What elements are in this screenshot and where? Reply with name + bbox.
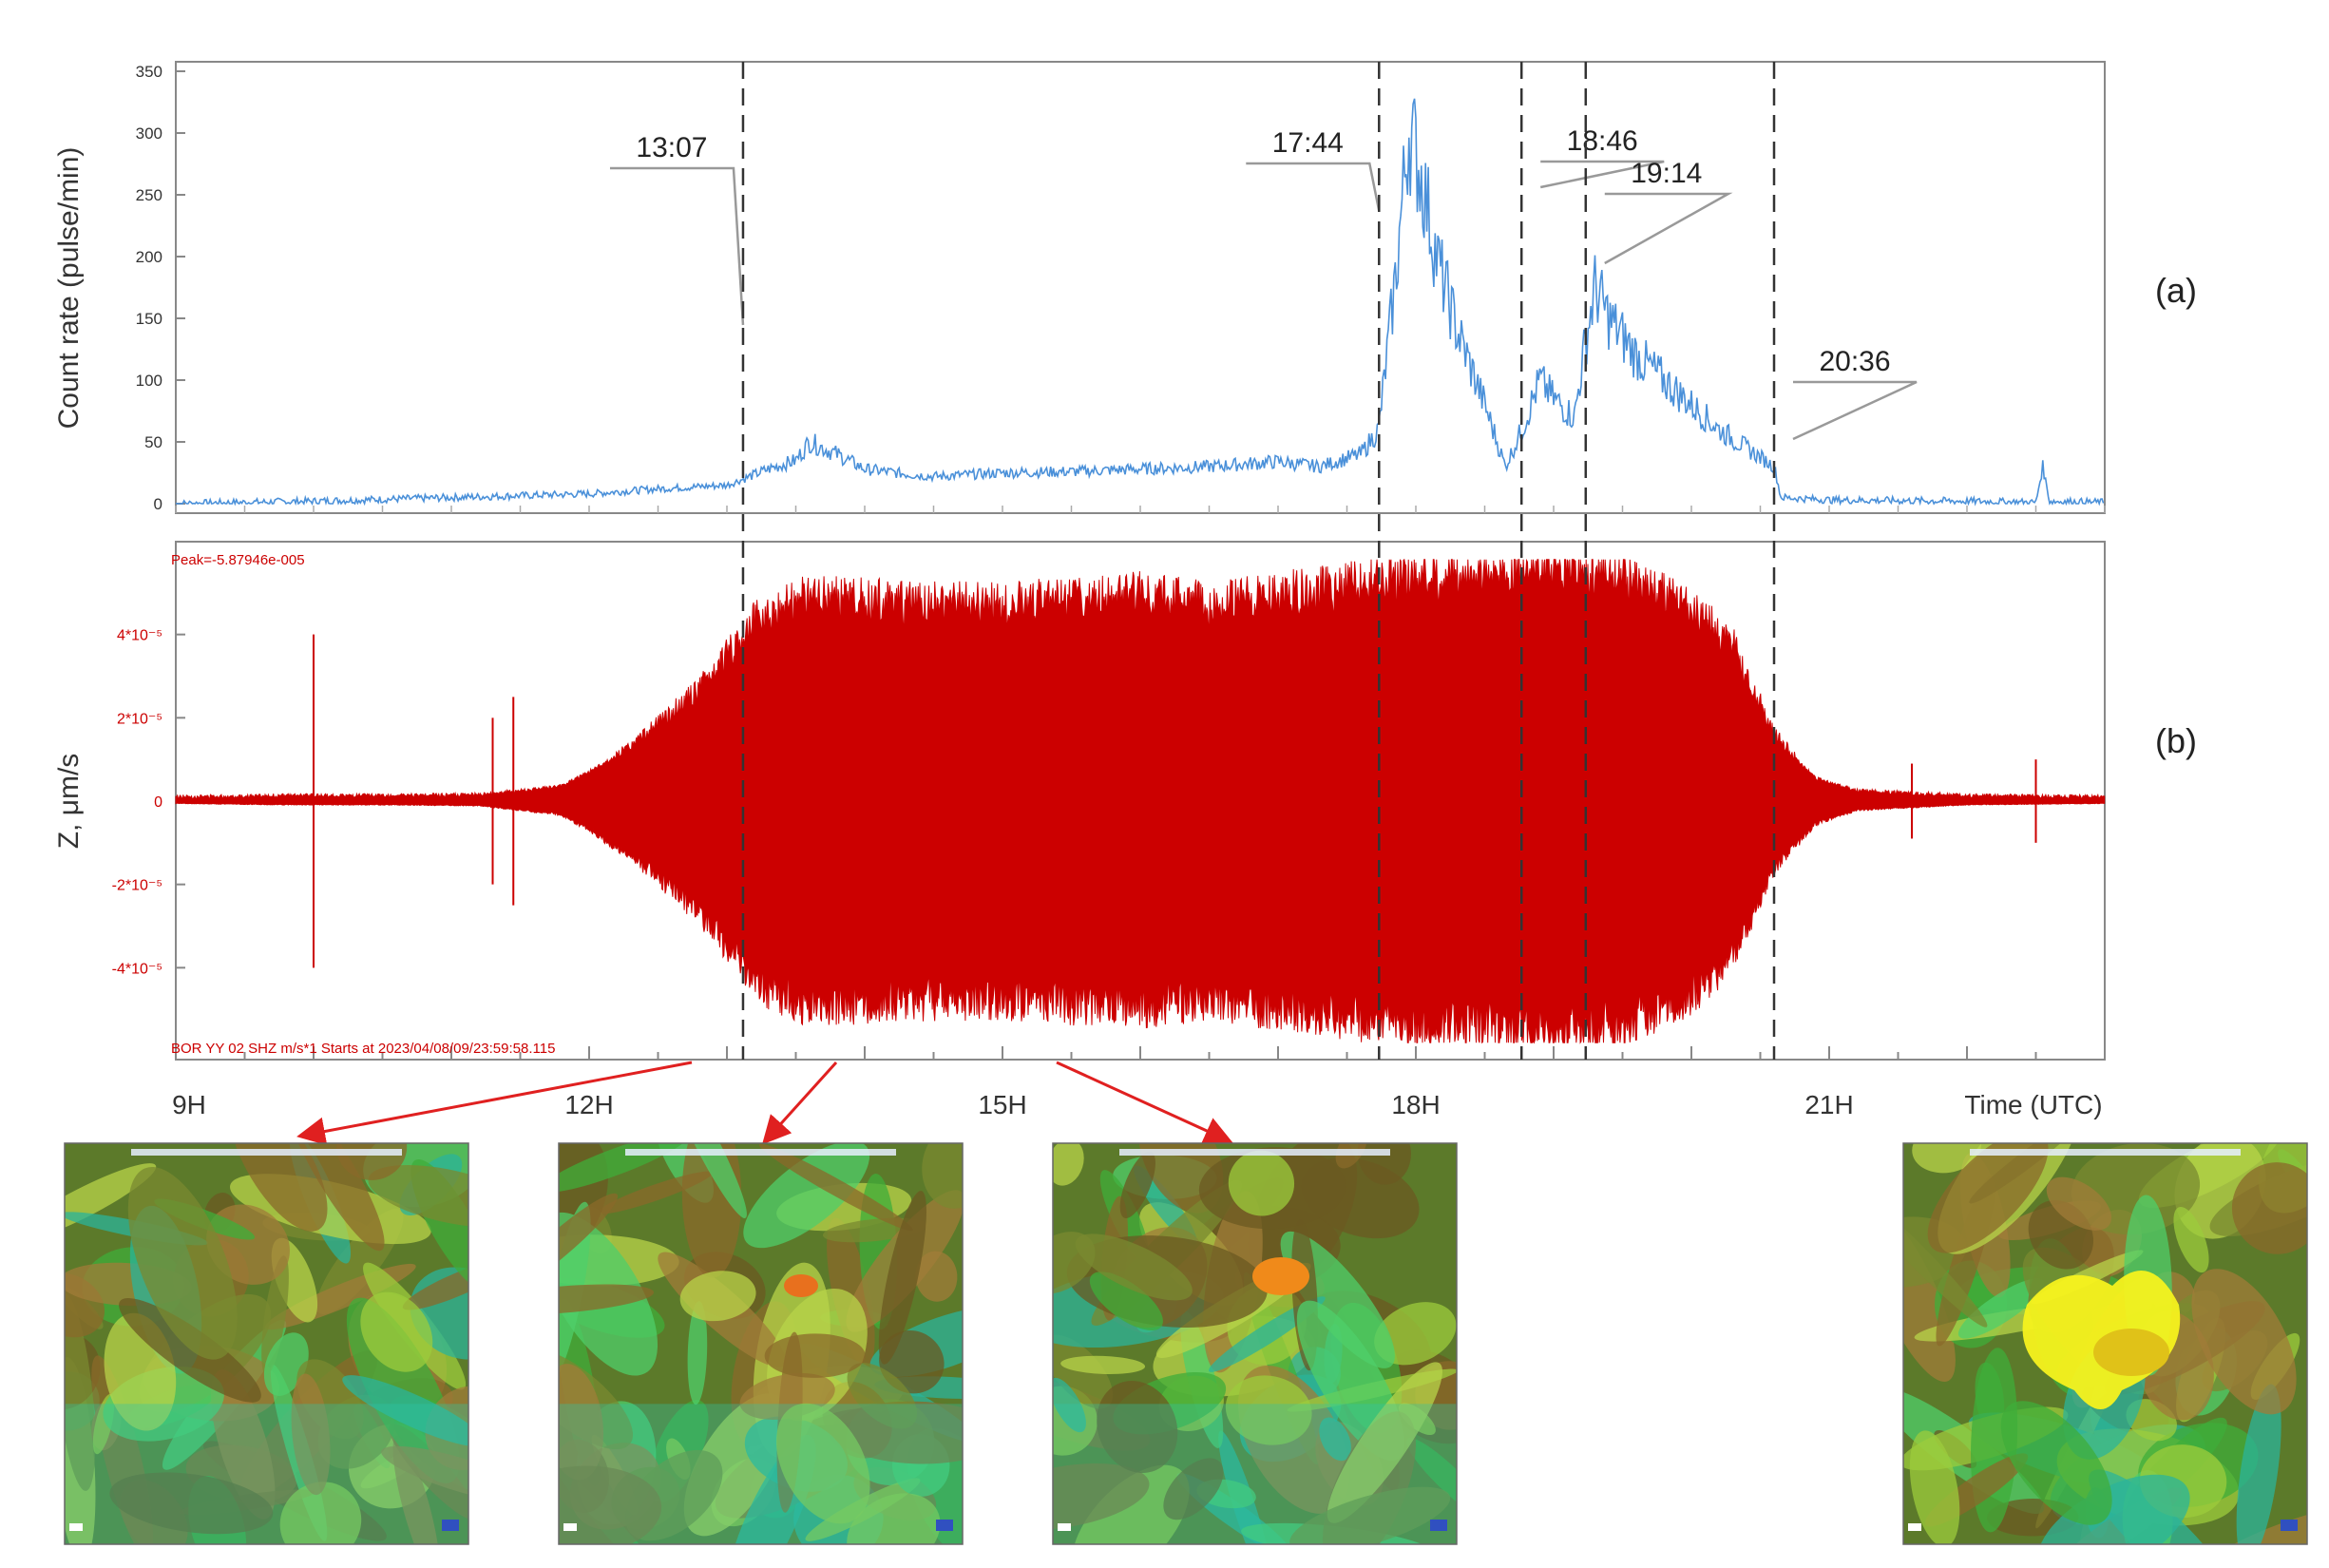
panel-b-xlabel: Time (UTC): [1964, 1090, 2102, 1119]
count-rate-series: [175, 98, 2105, 507]
panel-a-ytick-label: 100: [136, 372, 162, 390]
annotation-label: 18:46: [1567, 125, 1638, 157]
panel-b-label: (b): [2155, 721, 2197, 760]
annotation-1307: 13:07: [609, 132, 745, 326]
annotation-2036: 20:36: [1792, 346, 1918, 441]
panel-a-frame: [175, 61, 2106, 514]
panel-a-ytick-label: 250: [136, 186, 162, 204]
thumbnail-arrows: [296, 1061, 1233, 1146]
event-lines: [741, 62, 1776, 1060]
arrow-2: [761, 1061, 838, 1145]
panel-b-ytick-label: -4*10⁻⁵: [112, 961, 162, 977]
annotation-label: 13:07: [636, 132, 707, 163]
panel-b-ytick-label: 2*10⁻⁵: [117, 711, 162, 727]
annotation-leader: [1792, 380, 1918, 441]
panel-a-ytick-label: 150: [136, 310, 162, 328]
panel-b-ytick-label: 0: [154, 794, 162, 811]
panel-b-bottom-text: BOR YY 02 SHZ m/s*1 Starts at 2023/04/08…: [171, 1041, 555, 1057]
annotation-1744: 17:44: [1246, 127, 1381, 212]
satellite-thumbnail-4: [1902, 1142, 2308, 1545]
panel-b-ytick-label: -2*10⁻⁵: [112, 878, 162, 894]
arrow-1: [296, 1061, 693, 1146]
satellite-thumbnail-1: [64, 1142, 469, 1545]
panel-a-ytick-label: 50: [144, 433, 162, 451]
panel-b-seismogram: -4*10⁻⁵ -2*10⁻⁵ 0 2*10⁻⁵ 4*10⁻⁵ 9H 12H 15H 18H 2…: [53, 541, 2197, 1119]
arrow-3: [1056, 1061, 1233, 1144]
annotation-leader: [1539, 160, 1665, 189]
panel-b-ytick-label: 4*10⁻⁵: [117, 628, 162, 644]
annotation-leader: [609, 166, 745, 326]
satellite-thumbnail-2: [558, 1142, 964, 1545]
annotation-label: 17:44: [1272, 127, 1344, 159]
panel-a-ytick-label: 200: [136, 248, 162, 266]
panel-a-ytick-label: 0: [154, 495, 162, 513]
satellite-thumbnail-3: [1052, 1142, 1458, 1545]
panel-a-label: (a): [2155, 271, 2197, 310]
panel-b-xtick-label: 21H: [1804, 1090, 1853, 1119]
annotation-leader: [1604, 192, 1733, 265]
annotation-label: 19:14: [1631, 158, 1702, 189]
panel-b-xtick-label: 15H: [978, 1090, 1026, 1119]
panel-b-xtick-label: 9H: [172, 1090, 206, 1119]
panel-b-xtick-label: 18H: [1391, 1090, 1440, 1119]
panel-a-ytick-label: 350: [136, 63, 162, 81]
annotation-label: 20:36: [1819, 346, 1890, 377]
annotation-1914: 19:14: [1604, 158, 1733, 265]
satellite-thumbnails: [64, 1142, 2308, 1545]
annotation-1846: 18:46: [1539, 125, 1665, 189]
panel-a-ytick-label: 300: [136, 124, 162, 143]
panel-b-top-text: Peak=-5.87946e-005: [171, 552, 305, 568]
panel-a-count-rate: 0 50 100 150 200 250 300 350 13:07 17:44 18:4619:…: [53, 61, 2197, 514]
panel-b-ylabel: Z, μm/s: [53, 754, 85, 850]
panel-a-ylabel: Count rate (pulse/min): [53, 147, 85, 430]
annotation-leader: [1246, 162, 1381, 212]
panel-b-xtick-label: 12H: [564, 1090, 613, 1119]
